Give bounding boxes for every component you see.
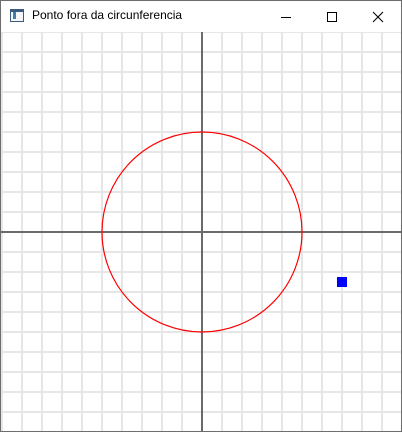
minimize-icon bbox=[281, 16, 291, 18]
maximize-icon bbox=[327, 11, 337, 22]
circle-shape bbox=[101, 131, 303, 333]
maximize-button[interactable] bbox=[309, 1, 355, 32]
outside-point bbox=[337, 277, 347, 287]
window-title: Ponto fora da circunferencia bbox=[32, 8, 183, 22]
title-bar[interactable]: Ponto fora da circunferencia bbox=[1, 1, 401, 32]
close-icon bbox=[372, 11, 384, 22]
minimize-button[interactable] bbox=[263, 1, 309, 32]
axes bbox=[1, 32, 401, 431]
drawing-canvas[interactable] bbox=[1, 31, 401, 431]
app-window-icon bbox=[10, 9, 24, 22]
plot-svg bbox=[1, 31, 401, 431]
close-button[interactable] bbox=[355, 1, 401, 32]
